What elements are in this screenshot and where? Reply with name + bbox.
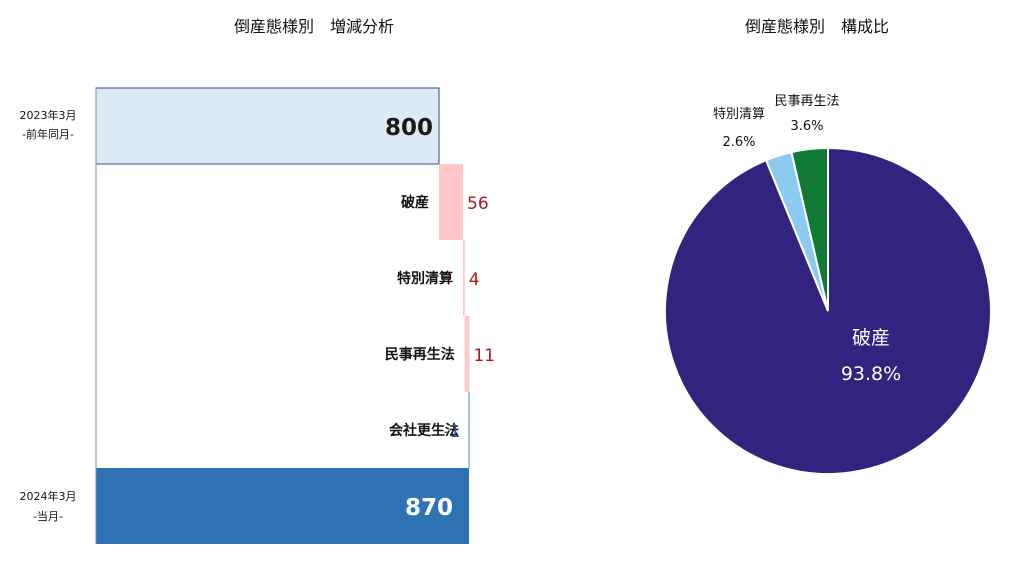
- start-bar: [95, 87, 440, 165]
- step-value-label: -1: [443, 422, 460, 442]
- pie-slice-value-label: 93.8%: [841, 363, 901, 385]
- step-category-label: 破産: [401, 194, 429, 211]
- pie-slice: [790, 146, 829, 312]
- pie-slice-value-label: 3.6%: [790, 119, 823, 134]
- step-category-label: 民事再生法: [385, 346, 455, 363]
- waterfall-chart: 800 2023年3月 -前年同月- 破産 56 特別清算 4 民事再生法 11 会社更生法-1 8…: [20, 87, 495, 544]
- pie-slice-label: 破産: [852, 327, 890, 349]
- waterfall-title: 倒産態様別 増減分析: [234, 17, 394, 36]
- start-category-label-line1: 2023年3月: [20, 108, 77, 122]
- start-value-label: 800: [385, 115, 433, 141]
- step-category-label: 特別清算: [397, 270, 453, 287]
- step-bar: [439, 164, 464, 240]
- step-value-label: 56: [467, 194, 489, 214]
- pie-slice-label: 民事再生法: [774, 94, 839, 109]
- start-category-label-line2: -前年同月-: [22, 127, 74, 141]
- pie-title: 倒産態様別 構成比: [745, 17, 889, 36]
- end-category-label-line1: 2024年3月: [20, 489, 77, 503]
- end-value-label: 870: [405, 495, 453, 521]
- end-bar: [96, 468, 470, 544]
- pie-slice-label: 特別清算: [713, 107, 765, 122]
- step-value-label: 4: [469, 270, 480, 290]
- step-bar: [464, 316, 470, 392]
- pie-chart: 破産 93.8% 特別清算 2.6% 民事再生法 3.6%: [664, 94, 992, 475]
- step-value-label: 11: [473, 346, 495, 366]
- end-category-label-line2: -当月-: [33, 509, 63, 523]
- pie-slice-value-label: 2.6%: [722, 135, 755, 150]
- step-category-label: 会社更生法: [389, 422, 459, 439]
- step-bar: [463, 240, 465, 316]
- pie-slice: [664, 146, 992, 475]
